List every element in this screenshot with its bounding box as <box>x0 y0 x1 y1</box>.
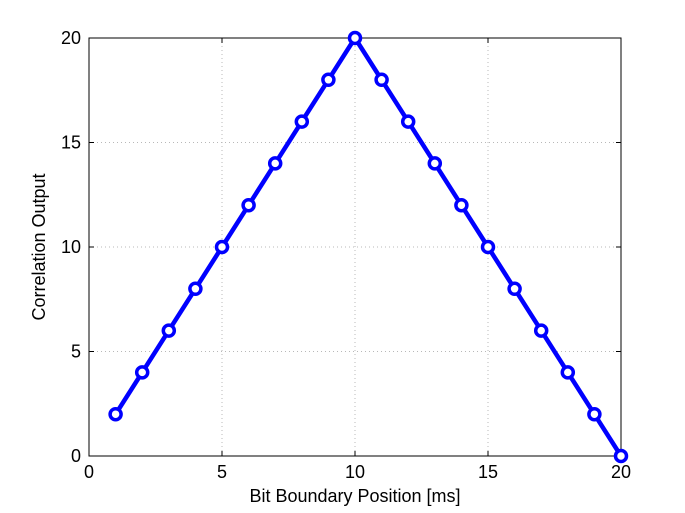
x-tick-label: 0 <box>84 462 94 482</box>
x-tick-label: 5 <box>217 462 227 482</box>
y-tick-label: 5 <box>71 342 81 362</box>
data-point-marker <box>134 365 150 380</box>
data-point-marker <box>267 156 283 171</box>
data-point-marker <box>214 239 230 255</box>
y-tick-label: 15 <box>61 133 81 153</box>
y-axis-title: Correlation Output <box>29 173 49 320</box>
data-point-marker <box>347 30 363 46</box>
data-point-marker <box>427 156 443 171</box>
ticks: 0 5 10 15 20 0 5 10 15 20 <box>61 28 631 482</box>
data-point-marker <box>374 72 389 88</box>
x-tick-label: 15 <box>478 462 498 482</box>
data-point-marker <box>560 365 576 380</box>
series-line <box>113 35 624 459</box>
data-point-marker <box>161 323 177 338</box>
data-point-marker <box>188 281 203 297</box>
data-point-marker <box>108 406 123 422</box>
y-tick-label: 0 <box>71 446 81 466</box>
y-tick-label: 10 <box>61 237 81 257</box>
series-layer <box>108 30 629 464</box>
data-point-marker <box>294 114 310 129</box>
data-point-marker <box>454 197 469 213</box>
data-point-marker <box>507 281 522 297</box>
data-point-marker <box>587 406 602 422</box>
data-point-marker <box>480 239 496 255</box>
data-point-marker <box>533 323 549 338</box>
data-point-marker <box>400 114 416 129</box>
y-tick-label: 20 <box>61 28 81 48</box>
grid <box>89 38 621 456</box>
x-axis-title: Bit Boundary Position [ms] <box>249 486 460 506</box>
data-point-marker <box>321 72 336 88</box>
x-tick-label: 10 <box>345 462 365 482</box>
data-point-marker <box>241 197 256 213</box>
x-tick-label: 20 <box>611 462 631 482</box>
data-point-marker <box>613 448 629 464</box>
